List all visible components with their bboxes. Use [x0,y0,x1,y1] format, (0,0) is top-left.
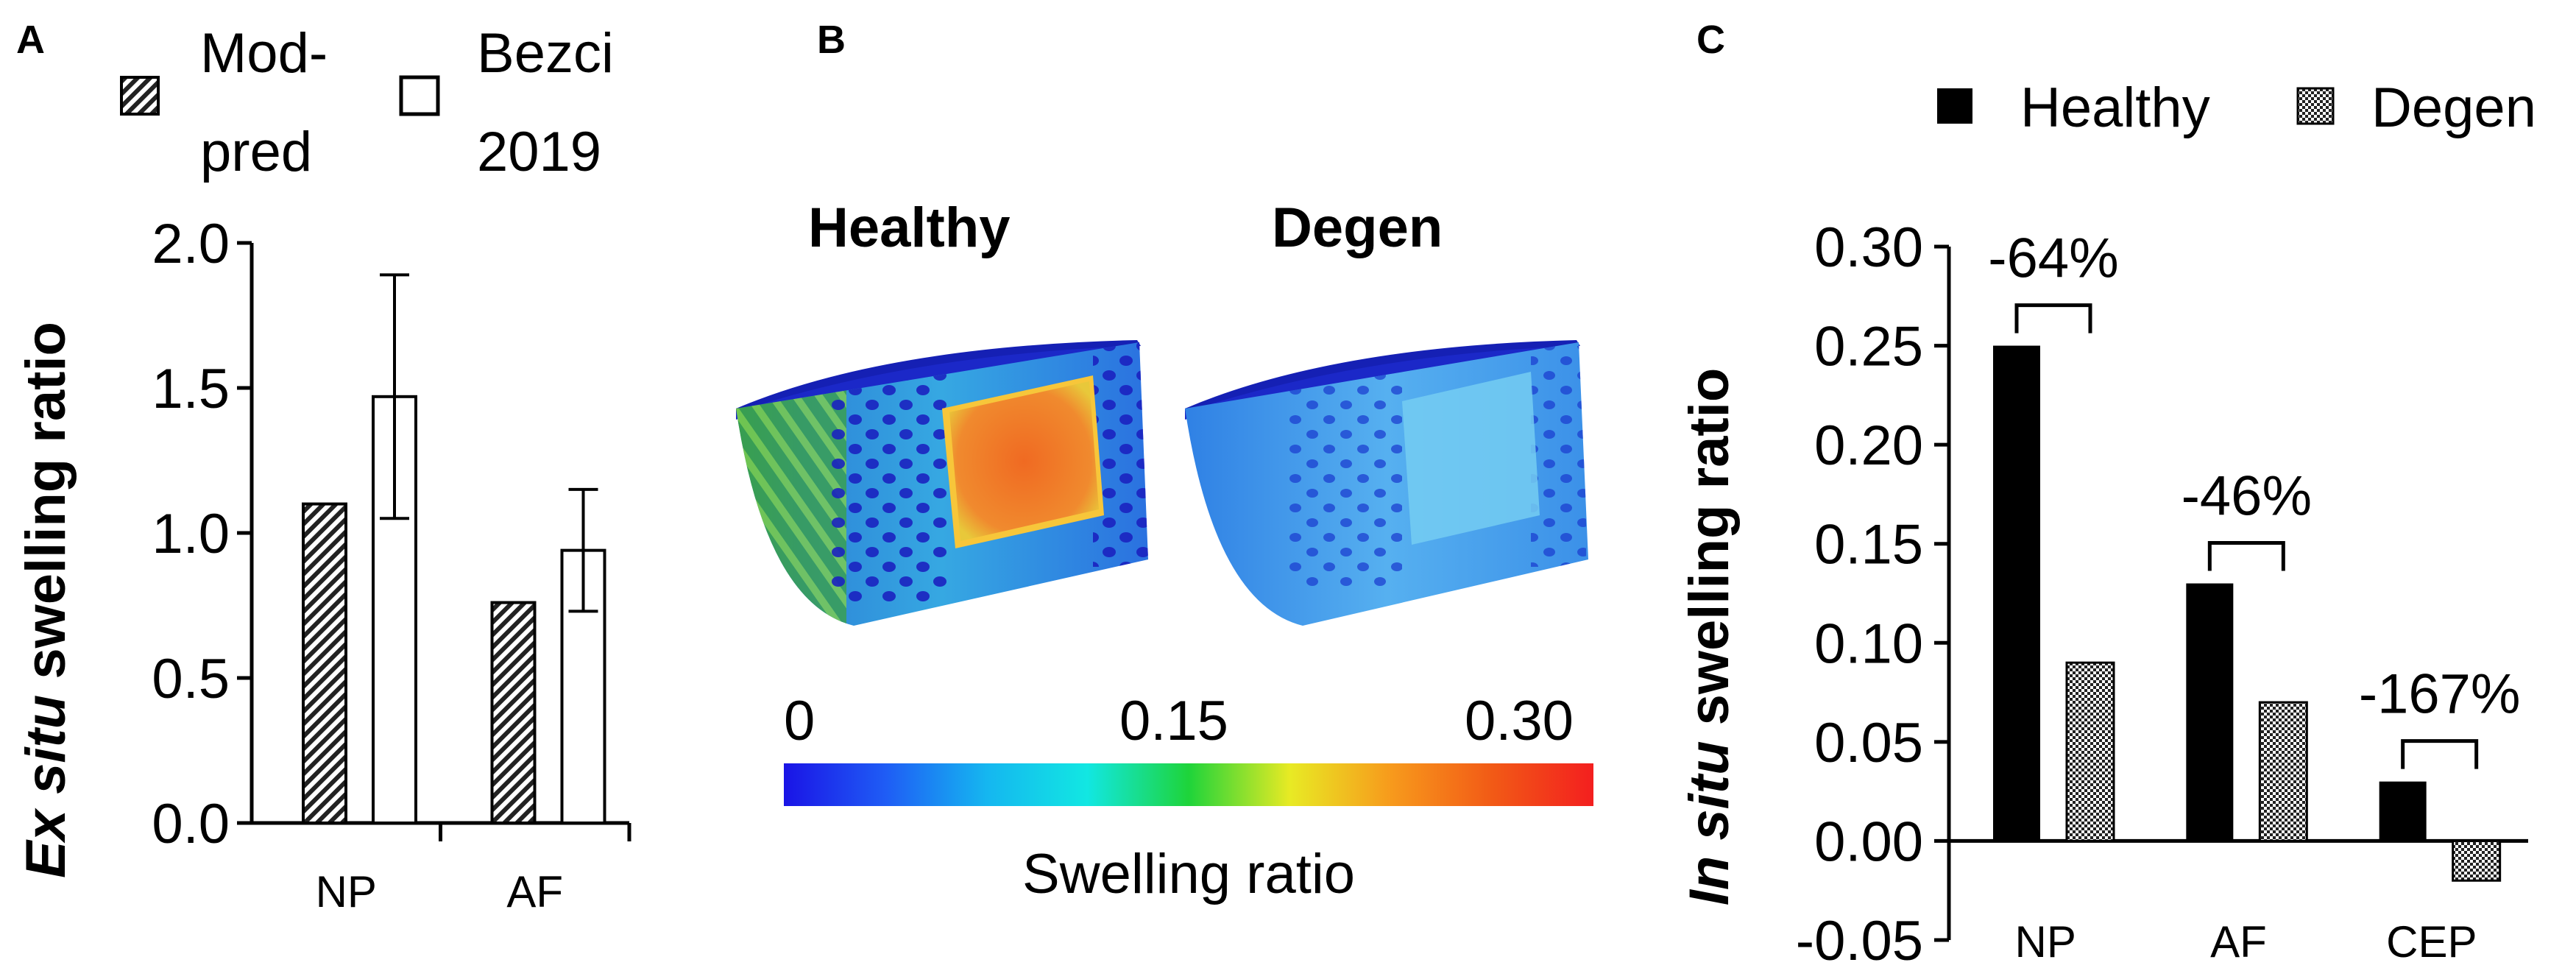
y-tick-label-a: 0.0 [152,793,230,855]
legend-swatch-degen [2296,87,2335,125]
y-tick-label-c: 0.10 [1814,612,1923,675]
degen-model-image [1185,340,1588,626]
x-tick-label-c: NP [2014,917,2076,967]
legend-label-bezci-1: Bezci [477,22,614,85]
annotation-bracket [2207,541,2285,571]
y-tick-label-a: 2.0 [152,213,230,275]
annotation-bracket [2014,303,2092,333]
panel-b: B Healthy Degen [736,18,1593,905]
colorbar-gradient [784,763,1593,806]
panel-a: A Mod- pred Bezci 2019 Ex situ swelling … [15,18,631,916]
y-tick-label-c: 0.20 [1814,414,1923,477]
bar-c-degen-np [2065,661,2115,842]
legend-label-degen: Degen [2371,77,2536,139]
legend-swatch-bezci [399,75,440,116]
y-tick-label-c: 0.30 [1814,216,1923,279]
legend-swatch-mod-pred [120,76,160,116]
y-tick-label-a: 1.5 [152,358,230,420]
colorbar-mid-label: 0.15 [1119,690,1228,752]
panel-c-legend: Healthy Degen [1937,77,2536,139]
bar-a-mod-pred-af [490,601,537,824]
annotation-label: -46% [2182,465,2312,528]
bar-c-degen-cep [2452,839,2502,882]
y-tick-label-a: 1.0 [152,503,230,565]
y-tick-label-c: 0.05 [1814,712,1923,774]
chart-a: 0.0 0.5 1.0 1.5 2.0 NP AF [152,213,631,916]
chart-c: -0.05 0.00 0.05 0.10 0.15 0.20 0.25 0.30 NP AF CEP… [1796,216,2528,968]
x-tick-label-c: AF [2210,917,2267,967]
colorbar: 0 0.15 0.30 Swelling ratio [784,690,1593,905]
panel-a-ylabel: Ex situ swelling ratio [15,322,77,878]
colorbar-max-label: 0.30 [1465,690,1574,752]
legend-label-healthy: Healthy [2020,77,2210,139]
panel-c: C Healthy Degen In situ swelling ratio -… [1678,18,2536,968]
colorbar-title: Swelling ratio [1022,843,1355,905]
bar-c-healthy-cep [2379,781,2427,841]
y-tick-label-c: -0.05 [1796,910,1923,968]
label-degen: Degen [1272,197,1443,259]
panel-b-letter: B [817,18,846,62]
colorbar-min-label: 0 [784,690,815,752]
bar-a-mod-pred-np [302,502,347,824]
y-tick-label-a: 0.5 [152,648,230,710]
legend-label-mod-pred-1: Mod- [200,22,328,85]
panel-c-letter: C [1696,18,1725,62]
annotation-bracket [2401,739,2479,769]
y-tick-label-c: 0.25 [1814,316,1923,378]
x-tick-label-a: NP [316,867,377,916]
bar-c-healthy-np [1993,345,2040,841]
bar-c-healthy-af [2186,583,2234,841]
panel-a-letter: A [16,18,45,62]
panel-a-legend: Mod- pred Bezci 2019 [120,22,614,183]
x-tick-label-a: AF [506,867,563,916]
x-tick-label-c: CEP [2386,917,2477,967]
y-tick-label-c: 0.15 [1814,514,1923,576]
legend-swatch-healthy [1937,88,1972,124]
label-healthy: Healthy [808,197,1011,259]
legend-label-bezci-2: 2019 [477,121,601,183]
bar-c-degen-af [2258,701,2308,842]
healthy-model-image [736,340,1148,626]
annotation-label: -64% [1988,227,2118,290]
y-tick-label-c: 0.00 [1814,810,1923,873]
panel-c-ylabel: In situ swelling ratio [1678,368,1741,906]
legend-label-mod-pred-2: pred [200,121,312,183]
annotation-label: -167% [2359,663,2521,726]
